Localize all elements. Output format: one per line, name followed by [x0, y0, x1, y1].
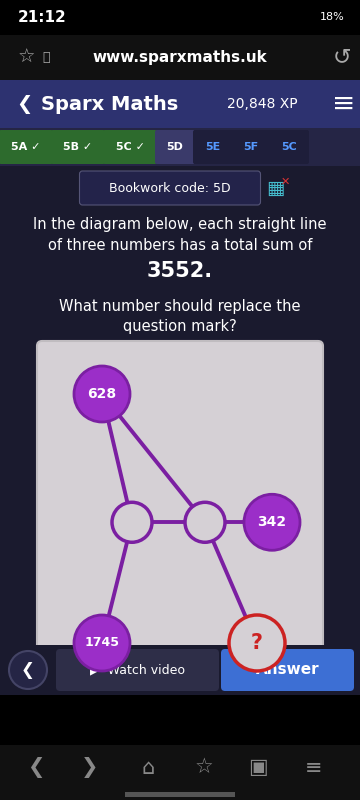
Text: 21:12: 21:12	[18, 10, 67, 25]
FancyBboxPatch shape	[0, 128, 360, 166]
Text: 5E: 5E	[205, 142, 221, 152]
Text: ☆: ☆	[195, 758, 213, 778]
Text: 5B ✓: 5B ✓	[63, 142, 93, 152]
FancyBboxPatch shape	[221, 649, 354, 691]
Text: What number should replace the: What number should replace the	[59, 298, 301, 314]
FancyBboxPatch shape	[125, 792, 235, 797]
FancyBboxPatch shape	[0, 35, 360, 80]
FancyBboxPatch shape	[103, 130, 157, 164]
Text: ☆: ☆	[18, 48, 36, 67]
FancyBboxPatch shape	[80, 171, 261, 205]
Text: ❮: ❮	[16, 94, 32, 114]
Text: 1745: 1745	[85, 637, 120, 650]
Text: ≡: ≡	[332, 90, 356, 118]
FancyBboxPatch shape	[231, 130, 271, 164]
Text: ❮: ❮	[27, 757, 45, 778]
Text: 🔒: 🔒	[42, 51, 50, 64]
Circle shape	[185, 502, 225, 542]
Text: ≡: ≡	[305, 758, 323, 778]
Text: ❯: ❯	[81, 757, 99, 778]
Text: ▦: ▦	[266, 178, 285, 198]
FancyBboxPatch shape	[0, 80, 360, 128]
Circle shape	[74, 366, 130, 422]
Text: 628: 628	[87, 387, 117, 401]
FancyBboxPatch shape	[0, 130, 53, 164]
Circle shape	[244, 494, 300, 550]
Text: In the diagram below, each straight line: In the diagram below, each straight line	[33, 217, 327, 231]
Text: ⌂: ⌂	[141, 758, 155, 778]
Text: ✕: ✕	[281, 177, 290, 187]
FancyBboxPatch shape	[37, 341, 323, 690]
FancyBboxPatch shape	[51, 130, 105, 164]
FancyBboxPatch shape	[193, 130, 233, 164]
FancyBboxPatch shape	[0, 745, 360, 800]
Text: 5C: 5C	[281, 142, 297, 152]
Text: www.sparxmaths.uk: www.sparxmaths.uk	[93, 50, 267, 65]
Text: Sparx Maths: Sparx Maths	[41, 94, 179, 114]
FancyBboxPatch shape	[269, 130, 309, 164]
Text: 5C ✓: 5C ✓	[116, 142, 144, 152]
Text: 5F: 5F	[243, 142, 258, 152]
Text: 5D: 5D	[167, 142, 184, 152]
Text: Bookwork code: 5D: Bookwork code: 5D	[109, 182, 231, 194]
Circle shape	[229, 615, 285, 671]
Text: Answer: Answer	[256, 662, 319, 678]
Text: question mark?: question mark?	[123, 318, 237, 334]
Text: of three numbers has a total sum of: of three numbers has a total sum of	[48, 238, 312, 253]
Text: 5A ✓: 5A ✓	[11, 142, 41, 152]
FancyBboxPatch shape	[0, 166, 360, 695]
Circle shape	[74, 615, 130, 671]
Text: ▣: ▣	[248, 758, 268, 778]
Text: 342: 342	[257, 515, 287, 530]
Text: 20,848 XP: 20,848 XP	[227, 97, 297, 111]
FancyBboxPatch shape	[56, 649, 219, 691]
FancyBboxPatch shape	[155, 130, 195, 164]
Text: ?: ?	[251, 633, 263, 653]
Text: ❮: ❮	[21, 661, 35, 679]
Text: 18%: 18%	[320, 13, 345, 22]
Text: 3552.: 3552.	[147, 261, 213, 281]
FancyBboxPatch shape	[0, 645, 360, 695]
FancyBboxPatch shape	[0, 0, 360, 35]
Text: ↺: ↺	[333, 47, 351, 67]
Circle shape	[9, 651, 47, 689]
Circle shape	[112, 502, 152, 542]
Text: ▶  Watch video: ▶ Watch video	[90, 663, 185, 677]
